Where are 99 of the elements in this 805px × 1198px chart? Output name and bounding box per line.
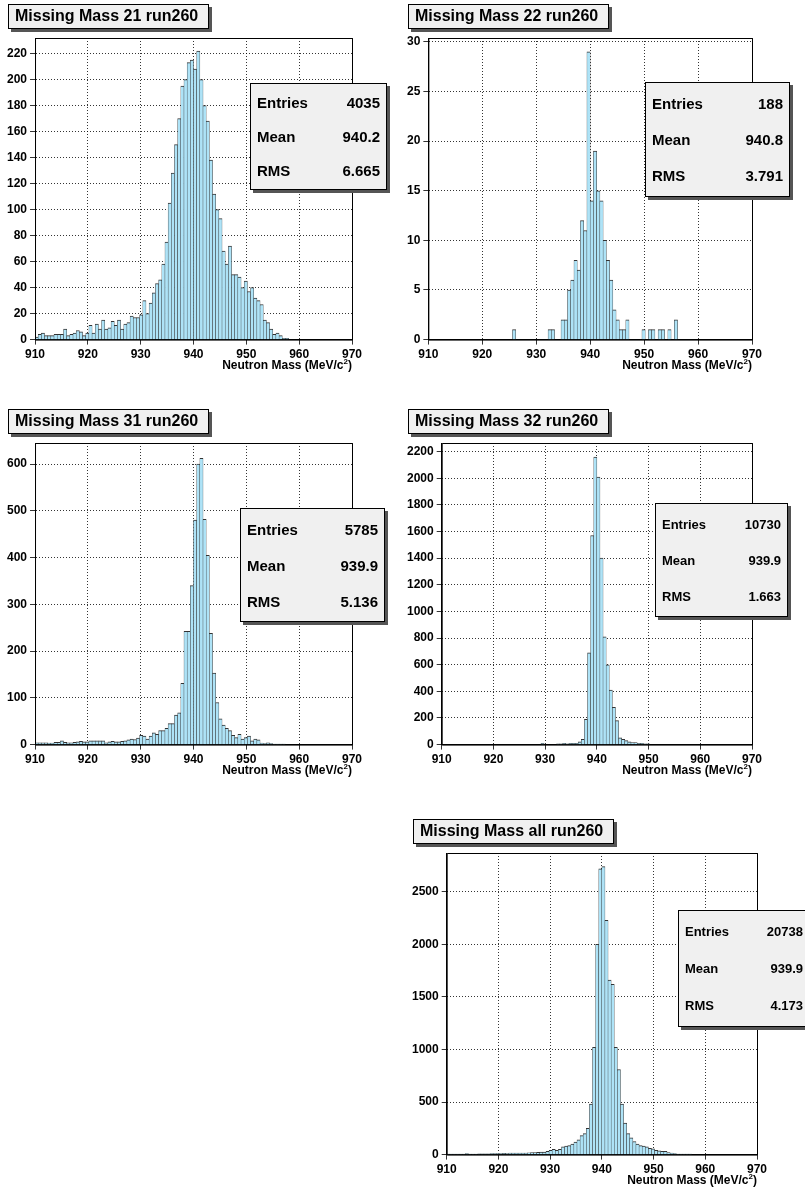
- annotation: Mean: [662, 552, 696, 568]
- x-tick-label: 940: [586, 752, 608, 767]
- text: 4.173: [770, 998, 803, 1013]
- y-tick-label: 2500: [411, 884, 440, 899]
- y-tick-label: 0: [432, 1146, 440, 1161]
- y-tick-label: 400: [413, 683, 435, 698]
- y-tick-label: 2000: [406, 470, 435, 485]
- y-tick-label: 20: [13, 305, 28, 320]
- y-tick-label: 500: [418, 1094, 440, 1109]
- annotation: 940.2: [342, 127, 380, 145]
- y-tick-label: 0: [20, 736, 28, 751]
- x-tick-label: 920: [488, 1162, 509, 1177]
- annotation: Mean: [685, 961, 719, 976]
- y-tick-label: 160: [6, 123, 28, 138]
- annotation: RMS: [257, 161, 291, 179]
- annotation: Mean: [652, 130, 691, 148]
- x-tick-label: 910: [418, 347, 439, 362]
- y-tick-label: 1600: [406, 523, 435, 538]
- y-tick-label: 100: [6, 690, 28, 705]
- y-tick-label: 200: [6, 643, 28, 658]
- x-tick-label: 930: [535, 752, 556, 767]
- y-tick-label: 25: [406, 83, 421, 98]
- y-tick-label: 300: [6, 596, 28, 611]
- y-tick-label: 2200: [406, 443, 435, 458]
- annotation: Entries: [247, 520, 298, 538]
- annotation: 4035: [346, 94, 380, 112]
- x-tick-label: 910: [25, 347, 46, 362]
- annotation: RMS: [685, 998, 714, 1013]
- x-tick-label: 930: [130, 347, 152, 362]
- y-tick-label: 180: [6, 97, 28, 112]
- annotation: Entries: [652, 94, 703, 112]
- y-tick-label: 100: [6, 201, 28, 216]
- annotation: Entries: [257, 94, 308, 112]
- annotation: 940.8: [745, 130, 783, 148]
- x-tick-label: 910: [436, 1162, 458, 1177]
- x-tick-label: 920: [77, 752, 99, 767]
- text: 20738: [766, 924, 803, 939]
- annotation: Mean: [257, 127, 296, 145]
- x-tick-label: 920: [483, 752, 504, 767]
- annotation: RMS: [247, 592, 281, 610]
- x-tick-label: 940: [183, 347, 204, 362]
- y-tick-label: 1000: [411, 1041, 440, 1056]
- chart-title: Missing Mass all run260: [413, 819, 615, 844]
- y-tick-label: 80: [13, 227, 28, 242]
- chart-title: Missing Mass 32 run260: [408, 409, 610, 434]
- annotation: RMS: [662, 588, 691, 604]
- y-tick-label: 20: [406, 133, 421, 148]
- x-tick-label: 930: [526, 347, 547, 362]
- x-tick-label: 930: [130, 752, 152, 767]
- y-tick-label: 30: [406, 34, 421, 49]
- chart-title: Missing Mass 21 run260: [8, 4, 210, 29]
- annotation: Entries: [685, 924, 730, 939]
- annotation: 3.791: [745, 167, 783, 185]
- annotation: 939.9: [748, 552, 781, 568]
- y-tick-label: 10: [406, 232, 421, 247]
- annotation: Mean: [247, 556, 286, 574]
- y-tick-label: 400: [6, 549, 28, 564]
- annotation: RMS: [652, 167, 686, 185]
- y-tick-label: 0: [427, 736, 435, 751]
- y-tick-label: 1200: [406, 577, 435, 592]
- y-tick-label: 0: [20, 331, 28, 346]
- y-tick-label: 200: [413, 710, 435, 725]
- y-tick-label: 140: [6, 149, 28, 164]
- y-tick-label: 1400: [406, 550, 435, 565]
- chart-title: Missing Mass 22 run260: [408, 4, 610, 29]
- y-tick-label: 200: [6, 71, 28, 86]
- annotation: 5785: [344, 520, 378, 538]
- annotation: 10730: [744, 516, 781, 532]
- y-tick-label: 1500: [411, 989, 440, 1004]
- y-tick-label: 40: [13, 279, 28, 294]
- y-tick-label: 500: [6, 503, 28, 518]
- x-tick-label: 910: [431, 752, 453, 767]
- y-tick-label: 120: [6, 175, 28, 190]
- y-tick-label: 600: [413, 657, 435, 672]
- y-tick-label: 600: [6, 456, 28, 471]
- x-tick-label: 940: [183, 752, 204, 767]
- y-tick-label: 15: [406, 183, 421, 198]
- x-tick-label: 920: [77, 347, 99, 362]
- annotation: 939.9: [340, 556, 378, 574]
- annotation: 6.665: [342, 161, 380, 179]
- chart-title: Missing Mass 31 run260: [8, 409, 210, 434]
- annotation: 5.136: [340, 592, 378, 610]
- y-tick-label: 60: [13, 253, 28, 268]
- text: 188: [757, 94, 783, 112]
- x-tick-label: 920: [472, 347, 493, 362]
- annotation: 1.663: [748, 588, 781, 604]
- y-tick-label: 800: [413, 630, 435, 645]
- y-tick-label: 2000: [411, 936, 440, 951]
- text: 939.9: [770, 961, 803, 976]
- y-tick-label: 5: [413, 282, 421, 297]
- y-tick-label: 1800: [406, 497, 435, 512]
- annotation: Entries: [662, 516, 707, 532]
- y-tick-label: 0: [413, 331, 421, 346]
- x-tick-label: 940: [591, 1162, 613, 1177]
- y-tick-label: 1000: [406, 603, 435, 618]
- x-tick-label: 930: [540, 1162, 561, 1177]
- y-tick-label: 220: [6, 45, 28, 60]
- x-tick-label: 910: [25, 752, 46, 767]
- x-tick-label: 940: [580, 347, 601, 362]
